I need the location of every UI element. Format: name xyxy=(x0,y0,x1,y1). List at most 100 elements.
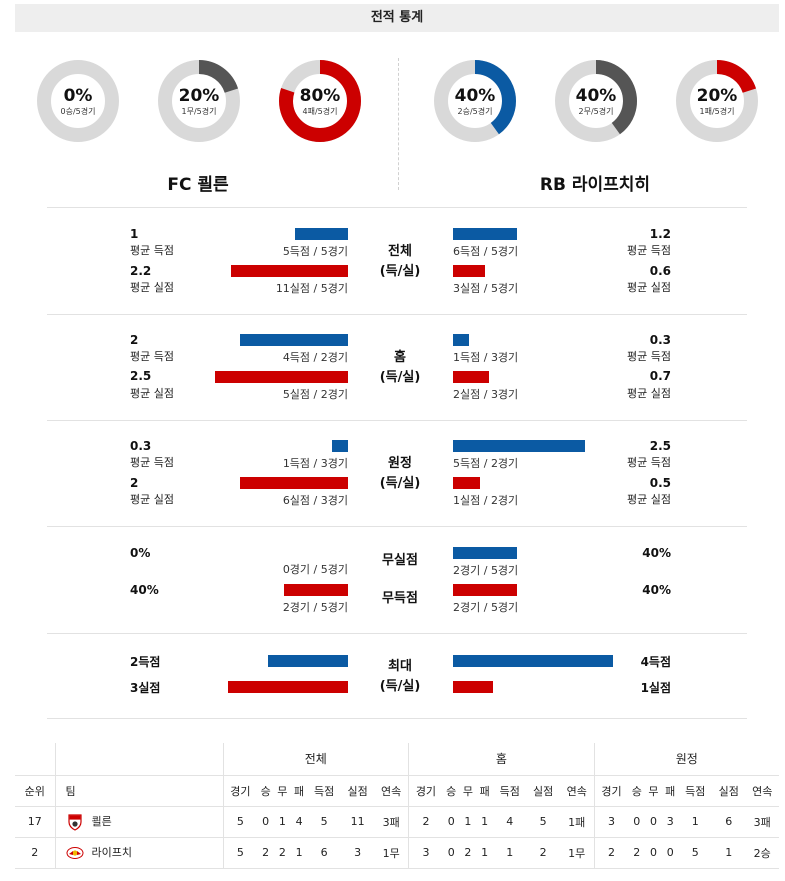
koln-crest-icon xyxy=(67,813,82,831)
donut-left-draw: 20% 1무/5경기 xyxy=(157,59,241,143)
left-concede-bar xyxy=(231,265,348,277)
team-cell[interactable]: 라이프치 xyxy=(54,837,223,869)
right-home-score-label: 평균 득점 xyxy=(627,350,671,363)
donut-caption: 2무/5경기 xyxy=(578,107,614,116)
section-label-home: 홈 (득/실) xyxy=(379,350,421,385)
team-cell[interactable]: 쾰른 xyxy=(54,806,223,838)
donut-track xyxy=(37,60,119,142)
right-max-concede-bar xyxy=(453,681,493,693)
right-away-score-label: 평균 득점 xyxy=(627,456,671,469)
left-away-concede-label: 평균 실점 xyxy=(130,493,174,506)
section-label-overall: 전체 (득/실) xyxy=(379,244,421,279)
left-home-concede-label: 평균 실점 xyxy=(130,387,174,400)
standings-column-header: 순위 팀 경기 승 무 패 득점 실점 연속 경기 승 무 패 득점 실점 연속 경기 승 무 패 득점 실점 연속 xyxy=(15,774,779,807)
left-blank-value: 40% xyxy=(130,583,159,597)
divider xyxy=(47,718,747,719)
right-away-concede-value: 0.5 xyxy=(649,476,671,490)
right-avg-score-label: 평균 득점 xyxy=(627,244,671,257)
left-clean-sheet-caption: 0경기 / 5경기 xyxy=(282,563,348,576)
left-home-score-value: 2 xyxy=(130,333,139,347)
standings-group-header: 전체 홈 원정 xyxy=(15,743,779,775)
donut-right-win: 40% 2승/5경기 xyxy=(433,59,517,143)
left-blank-bar xyxy=(284,584,348,596)
right-away-concede-caption: 1실점 / 2경기 xyxy=(453,494,519,507)
left-max-score-value: 2득점 xyxy=(130,655,161,669)
team-name: 쾰른 xyxy=(91,814,112,828)
right-score-caption: 6득점 / 5경기 xyxy=(453,245,519,258)
donut-percent: 0% xyxy=(63,86,93,106)
left-away-score-caption: 1득점 / 3경기 xyxy=(282,457,348,470)
team-divider xyxy=(398,58,399,190)
team-name-left[interactable]: FC 쾰른 xyxy=(167,175,229,195)
right-avg-concede-value: 0.6 xyxy=(649,264,671,278)
right-home-concede-caption: 2실점 / 3경기 xyxy=(453,388,519,401)
left-home-concede-caption: 5실점 / 2경기 xyxy=(282,388,348,401)
group-away: 원정 xyxy=(593,743,779,775)
left-max-concede-value: 3실점 xyxy=(130,681,161,695)
left-avg-concede-label: 평균 실점 xyxy=(130,281,174,294)
right-home-score-caption: 1득점 / 3경기 xyxy=(453,351,519,364)
right-max-score-bar xyxy=(453,655,613,667)
donut-arc xyxy=(434,60,516,142)
donut-caption: 1패/5경기 xyxy=(699,107,735,116)
divider xyxy=(47,314,747,315)
donut-percent: 80% xyxy=(299,86,341,106)
table-row[interactable]: 2 라이프치 5 2 2 1 6 3 1무 3 0 2 1 1 2 1무 2 2 0 0 5 1 2승 xyxy=(15,837,779,869)
right-max-score-value: 4득점 xyxy=(640,655,671,669)
right-home-score-value: 0.3 xyxy=(649,333,671,347)
donut-right-loss: 20% 1패/5경기 xyxy=(675,59,759,143)
left-away-score-label: 평균 득점 xyxy=(130,456,174,469)
right-blank-caption: 2경기 / 5경기 xyxy=(453,601,519,614)
left-home-concede-value: 2.5 xyxy=(130,369,152,383)
right-concede-caption: 3실점 / 5경기 xyxy=(453,282,519,295)
col-team: 팀 xyxy=(54,774,223,807)
right-home-concede-bar xyxy=(453,371,489,383)
right-clean-sheet-value: 40% xyxy=(642,546,671,560)
donut-percent: 40% xyxy=(454,86,496,106)
group-home: 홈 xyxy=(408,743,595,775)
donut-percent: 20% xyxy=(696,86,738,106)
team-name-right[interactable]: RB 라이프치히 xyxy=(539,175,651,195)
divider xyxy=(47,633,747,634)
stats-header: 전적 통계 xyxy=(15,4,779,32)
donut-arc xyxy=(158,60,240,142)
donut-percent: 40% xyxy=(575,86,617,106)
right-blank-value: 40% xyxy=(642,583,671,597)
standings-table: 전체 홈 원정 순위 팀 경기 승 무 패 득점 실점 연속 경기 승 무 패 득점 실점 연속 경기 승… xyxy=(15,743,779,869)
table-row[interactable]: 17 쾰른 5 0 1 4 5 11 3패 2 0 1 1 4 5 1패 3 0 0 3 1 6 3패 xyxy=(15,806,779,838)
right-away-score-caption: 5득점 / 2경기 xyxy=(453,457,519,470)
left-away-concede-value: 2 xyxy=(130,476,139,490)
left-avg-score-label: 평균 득점 xyxy=(130,244,174,257)
donut-arc xyxy=(676,60,758,142)
left-away-concede-bar xyxy=(240,477,348,489)
left-away-concede-caption: 6실점 / 3경기 xyxy=(282,494,348,507)
section-label-clean-sheet: 무실점 xyxy=(382,553,418,568)
right-away-score-value: 2.5 xyxy=(649,439,671,453)
left-home-concede-bar xyxy=(215,371,348,383)
team-name: 라이프치 xyxy=(91,845,132,859)
left-home-score-bar xyxy=(240,334,348,346)
leipzig-crest-icon xyxy=(66,846,83,859)
donut-percent: 20% xyxy=(178,86,220,106)
section-label-blank: 무득점 xyxy=(382,591,418,606)
donut-caption: 4패/5경기 xyxy=(302,107,338,116)
donut-left-win: 0% 0승/5경기 xyxy=(36,59,120,143)
donut-caption: 2승/5경기 xyxy=(457,107,493,116)
right-avg-concede-label: 평균 실점 xyxy=(627,281,671,294)
right-home-score-bar xyxy=(453,334,469,346)
donut-caption: 1무/5경기 xyxy=(181,107,217,116)
right-clean-sheet-bar xyxy=(453,547,517,559)
right-away-concede-bar xyxy=(453,477,480,489)
left-clean-sheet-value: 0% xyxy=(130,546,151,560)
right-away-concede-label: 평균 실점 xyxy=(627,493,671,506)
rank: 17 xyxy=(15,806,55,838)
left-avg-concede-value: 2.2 xyxy=(130,264,152,278)
section-label-away: 원정 (득/실) xyxy=(379,456,421,491)
left-max-concede-bar xyxy=(228,681,348,693)
right-concede-bar xyxy=(453,265,485,277)
right-clean-sheet-caption: 2경기 / 5경기 xyxy=(453,564,519,577)
left-concede-caption: 11실점 / 5경기 xyxy=(275,282,348,295)
right-home-concede-label: 평균 실점 xyxy=(627,387,671,400)
left-max-score-bar xyxy=(268,655,348,667)
divider xyxy=(47,526,747,527)
